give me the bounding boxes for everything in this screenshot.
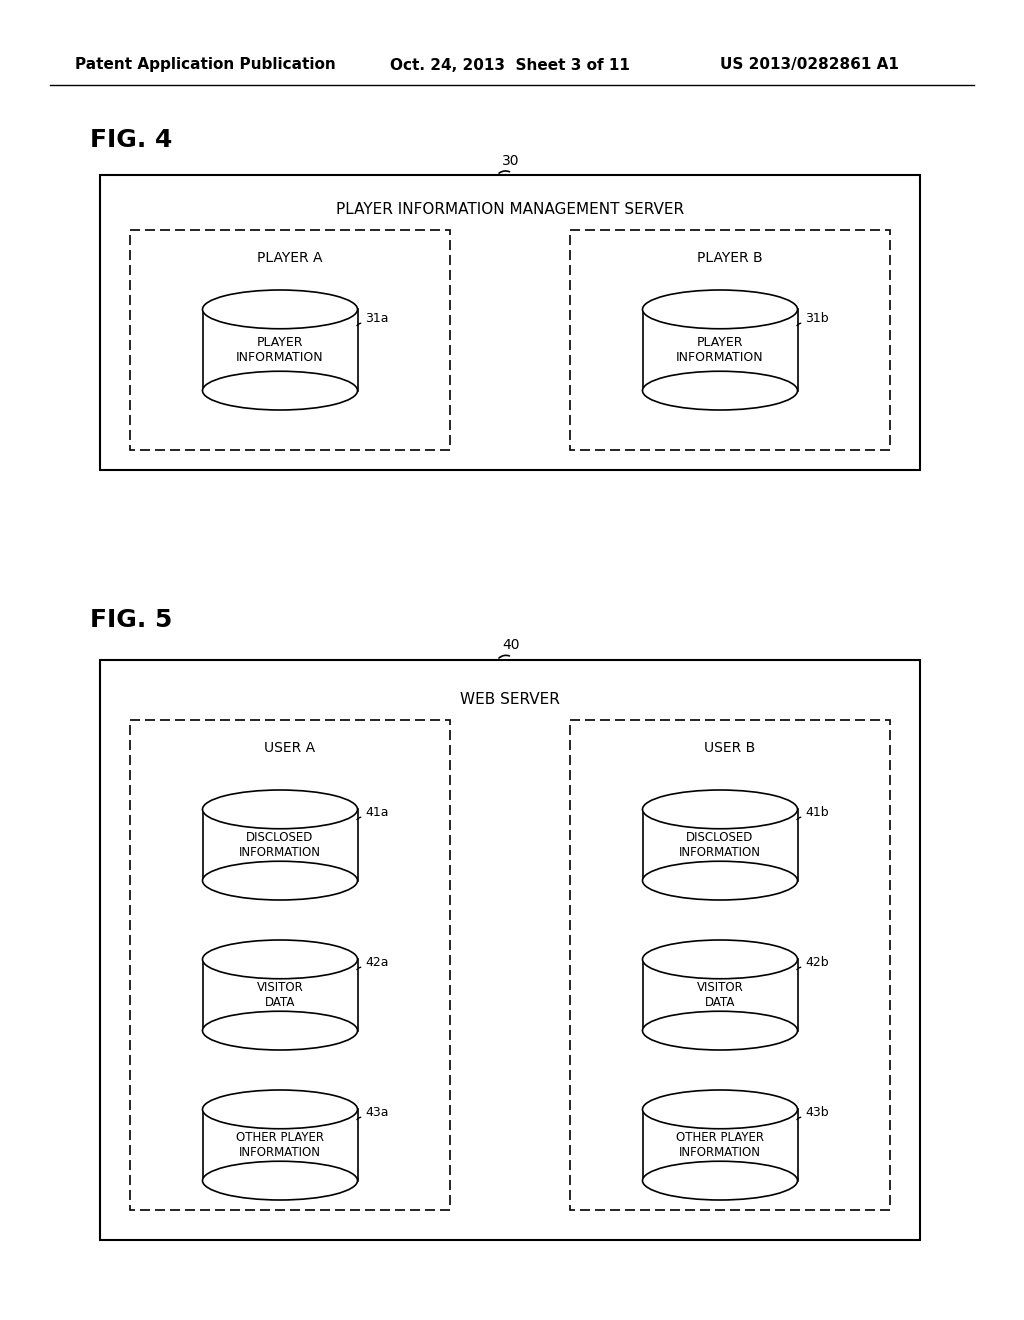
- Ellipse shape: [642, 789, 798, 829]
- Polygon shape: [203, 309, 357, 391]
- Text: US 2013/0282861 A1: US 2013/0282861 A1: [720, 58, 899, 73]
- Text: 43b: 43b: [806, 1106, 829, 1118]
- Text: DISCLOSED
INFORMATION: DISCLOSED INFORMATION: [679, 832, 761, 859]
- Ellipse shape: [642, 861, 798, 900]
- Text: PLAYER A: PLAYER A: [257, 251, 323, 265]
- Ellipse shape: [203, 789, 357, 829]
- Bar: [570, 719, 890, 1210]
- Ellipse shape: [642, 1162, 798, 1200]
- Text: PLAYER
INFORMATION: PLAYER INFORMATION: [676, 337, 764, 364]
- Ellipse shape: [642, 1011, 798, 1049]
- Text: 42b: 42b: [806, 956, 829, 969]
- Text: VISITOR
DATA: VISITOR DATA: [696, 981, 743, 1008]
- Ellipse shape: [642, 1090, 798, 1129]
- Text: 41a: 41a: [366, 805, 389, 818]
- Ellipse shape: [642, 290, 798, 329]
- Polygon shape: [642, 309, 798, 391]
- Bar: [100, 176, 920, 470]
- Text: Oct. 24, 2013  Sheet 3 of 11: Oct. 24, 2013 Sheet 3 of 11: [390, 58, 630, 73]
- Ellipse shape: [642, 371, 798, 411]
- Text: PLAYER INFORMATION MANAGEMENT SERVER: PLAYER INFORMATION MANAGEMENT SERVER: [336, 202, 684, 218]
- Text: 31b: 31b: [806, 312, 829, 325]
- Text: 40: 40: [502, 638, 519, 652]
- Ellipse shape: [203, 1162, 357, 1200]
- Text: WEB SERVER: WEB SERVER: [460, 693, 560, 708]
- Ellipse shape: [203, 940, 357, 978]
- Ellipse shape: [203, 290, 357, 329]
- Polygon shape: [203, 809, 357, 880]
- Bar: [570, 230, 890, 450]
- Text: Patent Application Publication: Patent Application Publication: [75, 58, 336, 73]
- Polygon shape: [203, 960, 357, 1031]
- Text: PLAYER
INFORMATION: PLAYER INFORMATION: [237, 337, 324, 364]
- Text: 30: 30: [502, 154, 519, 168]
- Text: FIG. 5: FIG. 5: [90, 609, 172, 632]
- Text: DISCLOSED
INFORMATION: DISCLOSED INFORMATION: [239, 832, 321, 859]
- Text: OTHER PLAYER
INFORMATION: OTHER PLAYER INFORMATION: [236, 1131, 324, 1159]
- Text: USER B: USER B: [705, 741, 756, 755]
- Polygon shape: [203, 1109, 357, 1180]
- Text: 43a: 43a: [366, 1106, 389, 1118]
- Ellipse shape: [203, 371, 357, 411]
- Text: VISITOR
DATA: VISITOR DATA: [257, 981, 303, 1008]
- Text: 42a: 42a: [366, 956, 389, 969]
- Text: PLAYER B: PLAYER B: [697, 251, 763, 265]
- Ellipse shape: [203, 1090, 357, 1129]
- Bar: [130, 719, 450, 1210]
- Text: FIG. 4: FIG. 4: [90, 128, 172, 152]
- Ellipse shape: [203, 1011, 357, 1049]
- Polygon shape: [642, 809, 798, 880]
- Text: OTHER PLAYER
INFORMATION: OTHER PLAYER INFORMATION: [676, 1131, 764, 1159]
- Text: 31a: 31a: [366, 312, 389, 325]
- Ellipse shape: [203, 861, 357, 900]
- Ellipse shape: [642, 940, 798, 978]
- Text: 41b: 41b: [806, 805, 829, 818]
- Bar: [130, 230, 450, 450]
- Text: USER A: USER A: [264, 741, 315, 755]
- Polygon shape: [642, 960, 798, 1031]
- Polygon shape: [642, 1109, 798, 1180]
- Bar: [100, 660, 920, 1239]
